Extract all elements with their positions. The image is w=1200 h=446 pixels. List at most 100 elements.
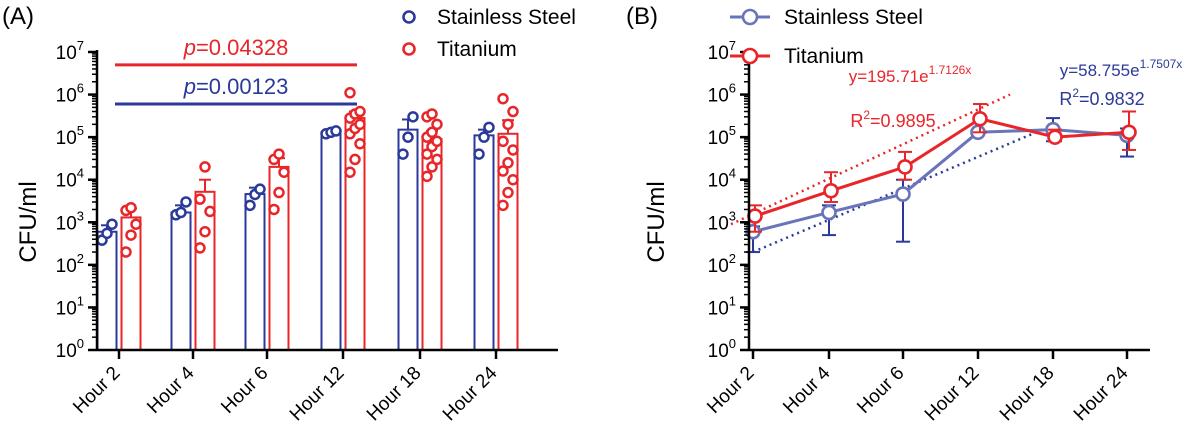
panel-a-legend: Stainless Steel Titanium <box>402 6 576 61</box>
data-point-titanium <box>194 242 206 254</box>
data-point-titanium <box>507 144 519 156</box>
y-tick-exponent: 0 <box>77 336 84 351</box>
y-tick-exponent: 7 <box>729 38 736 53</box>
y-tick-label: 102 <box>56 251 84 277</box>
y-tick-label: 100 <box>56 336 84 362</box>
data-point-titanium <box>497 135 509 148</box>
data-point-titanium <box>204 205 216 218</box>
y-tick-label: 104 <box>708 166 736 192</box>
y-tick-base: 10 <box>56 86 77 107</box>
y-tick-label: 107 <box>56 38 84 64</box>
data-point-titanium <box>897 159 913 175</box>
legend-marker-stainless-steel <box>741 8 759 26</box>
data-point-stainless-steel <box>397 148 409 160</box>
data-point-titanium <box>497 92 509 105</box>
data-point-titanium <box>125 201 137 214</box>
panel-a-label: (A) <box>2 3 34 30</box>
y-tick-exponent: 5 <box>77 123 84 138</box>
y-tick-label: 105 <box>708 123 736 149</box>
x-tick-label-hour-2: Hour 2 <box>703 363 758 418</box>
panel-b-label: (B) <box>626 3 658 30</box>
y-tick-exponent: 5 <box>729 123 736 138</box>
x-tick-label-hour-2: Hour 2 <box>69 363 124 418</box>
series-line-titanium <box>754 117 1130 218</box>
data-point-titanium <box>199 225 211 238</box>
y-tick-base: 10 <box>56 298 77 319</box>
x-tick-label-hour-18: Hour 18 <box>363 363 426 426</box>
data-point-stainless-steel <box>402 131 414 143</box>
x-tick-label-hour-6: Hour 6 <box>217 363 272 418</box>
y-tick-exponent: 7 <box>77 38 84 53</box>
panel-a-axes <box>88 50 558 359</box>
data-point-titanium <box>354 137 366 150</box>
bar-stainless-steel <box>397 128 419 351</box>
p-value-titanium: p=0.04328 <box>183 35 289 60</box>
data-point-stainless-steel <box>895 186 911 202</box>
data-point-stainless-steel <box>175 206 187 219</box>
data-point-titanium <box>507 105 519 118</box>
data-point-titanium <box>349 153 361 166</box>
y-tick-label: 101 <box>708 293 736 319</box>
p-value-stainless-steel: p=0.00123 <box>183 74 289 99</box>
legend-label-titanium: Titanium <box>437 38 517 61</box>
legend-label-stainless-steel: Stainless Steel <box>437 6 576 29</box>
y-tick-label: 103 <box>708 208 736 234</box>
panel-a-significance-annotations: p=0.04328 p=0.00123 <box>115 35 357 106</box>
bar-stainless-steel <box>320 131 342 351</box>
data-point-titanium <box>278 166 290 178</box>
data-point-stainless-steel <box>478 131 490 143</box>
x-tick-label-hour-4: Hour 4 <box>143 362 198 417</box>
y-tick-base: 10 <box>56 128 77 149</box>
data-point-stainless-steel <box>330 125 342 137</box>
y-tick-base: 10 <box>708 171 729 192</box>
y-tick-label: 102 <box>708 251 736 277</box>
data-point-titanium <box>426 161 438 173</box>
data-point-titanium <box>194 193 206 205</box>
bar-stainless-steel <box>473 134 495 351</box>
panel-a-x-ticks: Hour 2 Hour 4 Hour 6 Hour 12 Hour 18 Hour 24 <box>69 362 501 425</box>
x-tick-label-hour-12: Hour 12 <box>921 363 984 426</box>
fit-equation-stainless-steel: y=58.755e1.7507x <box>1060 57 1183 80</box>
y-tick-base: 10 <box>56 43 77 64</box>
data-point-titanium <box>502 186 514 199</box>
y-tick-label: 104 <box>56 166 84 192</box>
x-tick-label-hour-24: Hour 24 <box>1070 362 1133 425</box>
y-tick-base: 10 <box>56 341 77 362</box>
data-point-stainless-steel <box>180 196 192 208</box>
data-point-titanium <box>120 246 132 258</box>
data-point-stainless-steel <box>106 218 118 230</box>
y-tick-label: 103 <box>56 208 84 234</box>
data-point-titanium <box>502 157 514 169</box>
y-tick-exponent: 4 <box>77 166 84 181</box>
data-point-titanium <box>497 199 509 212</box>
panel-b-series <box>745 103 1137 254</box>
y-tick-exponent: 6 <box>729 81 736 96</box>
data-point-titanium <box>273 148 285 160</box>
data-point-titanium <box>354 118 366 131</box>
fit-equation-titanium: y=195.71e1.7126x <box>849 63 972 86</box>
y-tick-exponent: 4 <box>729 166 736 181</box>
data-point-titanium <box>431 118 443 131</box>
y-tick-exponent: 1 <box>729 293 736 308</box>
bar-stainless-steel <box>244 193 266 351</box>
panel-b-x-ticks: Hour 2 Hour 4 Hour 6 Hour 12 Hour 18 Hour 24 <box>703 362 1132 425</box>
data-point-stainless-steel <box>821 204 837 221</box>
y-tick-exponent: 2 <box>729 251 736 266</box>
bar-stainless-steel <box>170 211 192 351</box>
y-tick-label: 105 <box>56 123 84 149</box>
y-tick-base: 10 <box>708 86 729 107</box>
y-tick-label: 101 <box>56 293 84 319</box>
legend-marker-stainless-steel <box>402 10 416 24</box>
y-tick-exponent: 6 <box>77 81 84 96</box>
y-tick-exponent: 1 <box>77 293 84 308</box>
data-point-titanium <box>972 110 988 127</box>
y-tick-base: 10 <box>708 341 729 362</box>
legend-marker-titanium <box>741 47 759 65</box>
data-point-titanium <box>421 170 433 183</box>
bar-titanium <box>344 117 366 351</box>
data-point-titanium <box>344 87 356 99</box>
y-tick-label: 107 <box>708 38 736 64</box>
data-point-stainless-steel <box>101 227 113 240</box>
